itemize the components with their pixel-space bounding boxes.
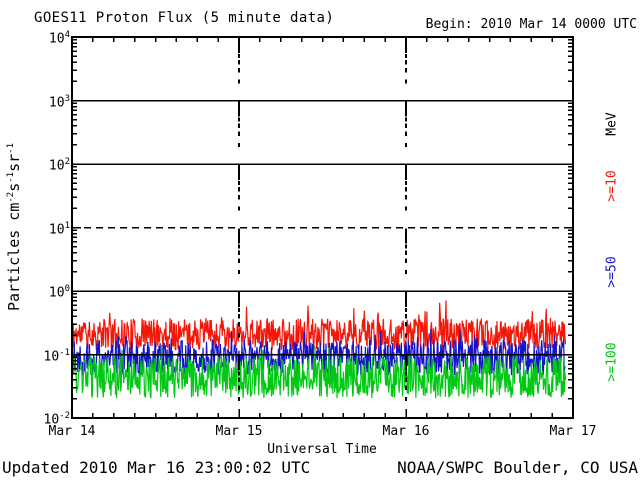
x-tick-label: Mar 17 [549, 424, 597, 439]
chart-title: GOES11 Proton Flux (5 minute data) [34, 10, 335, 26]
legend-item-proton-flux-ge-100MeV: >=100 [604, 342, 620, 382]
x-tick-label: Mar 16 [382, 424, 430, 439]
x-axis-title: Universal Time [267, 442, 377, 457]
y-tick-label: 100 [48, 284, 70, 301]
legend-item-proton-flux-ge-10MeV: >=10 [604, 170, 620, 202]
y-tick-label: 10-2 [43, 411, 71, 428]
updated-timestamp: Updated 2010 Mar 16 23:00:02 UTC [2, 458, 311, 477]
legend-title-mev: MeV [604, 112, 620, 136]
y-tick-label: 103 [48, 93, 70, 110]
y-tick-label: 101 [48, 220, 70, 237]
x-tick-label: Mar 15 [215, 424, 263, 439]
y-tick-label: 104 [48, 30, 70, 47]
x-tick-label: Mar 14 [48, 424, 96, 439]
begin-timestamp: Begin: 2010 Mar 14 0000 UTC [425, 17, 637, 32]
source-credit: NOAA/SWPC Boulder, CO USA [397, 458, 638, 477]
y-tick-label: 10-1 [43, 347, 71, 364]
y-tick-label: 102 [48, 157, 70, 174]
legend-item-proton-flux-ge-50MeV: >=50 [604, 256, 620, 288]
